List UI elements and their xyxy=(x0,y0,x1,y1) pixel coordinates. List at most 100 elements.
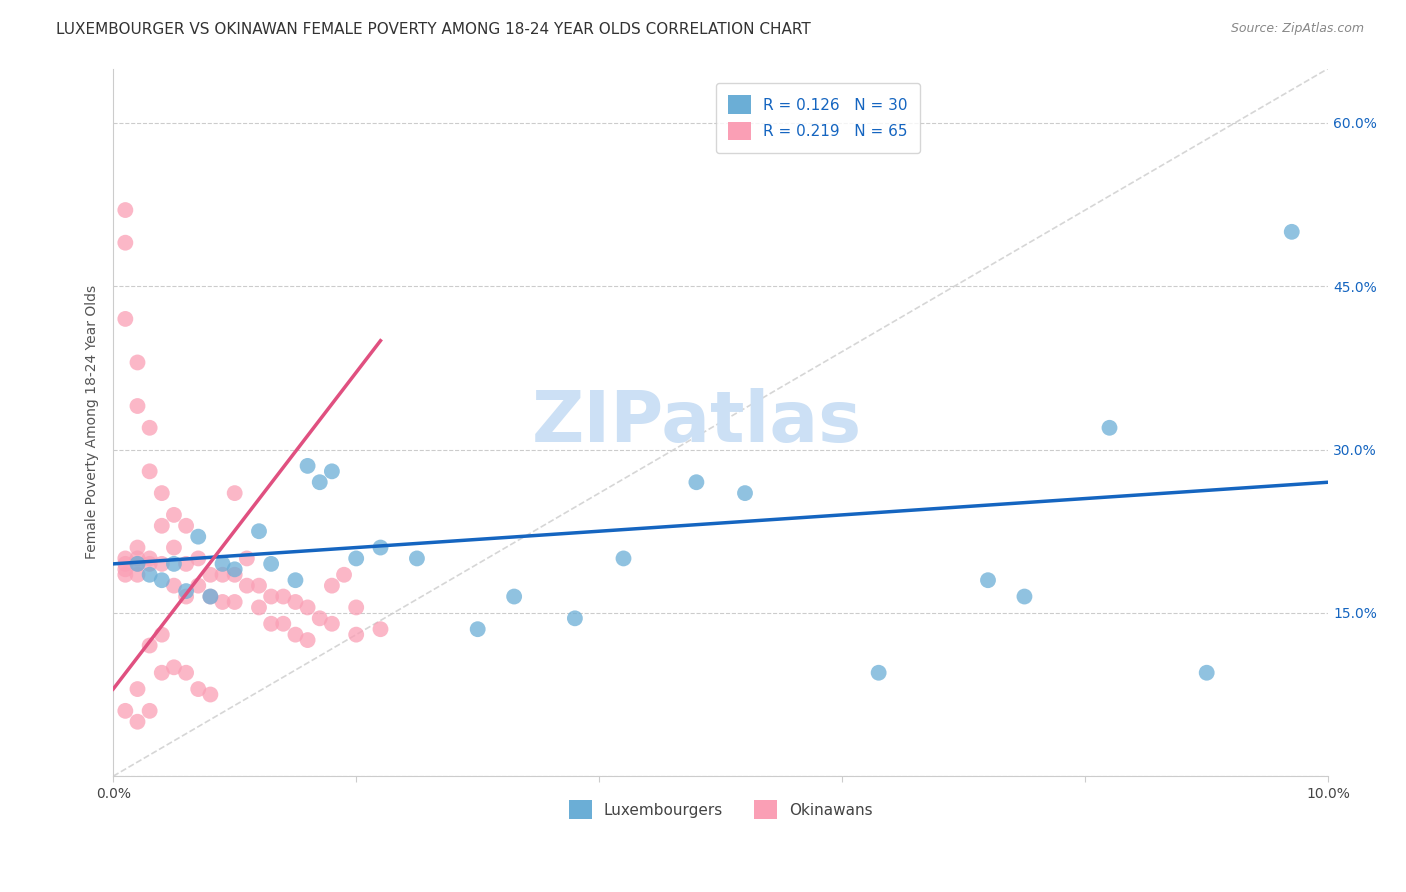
Point xyxy=(127,557,149,571)
Point xyxy=(163,579,186,593)
Point xyxy=(138,567,160,582)
Point xyxy=(685,475,707,490)
Point xyxy=(284,595,307,609)
Point xyxy=(297,633,319,648)
Point xyxy=(174,665,197,680)
Point xyxy=(308,611,330,625)
Point xyxy=(271,616,294,631)
Point xyxy=(138,551,160,566)
Point xyxy=(150,573,173,587)
Point xyxy=(503,590,526,604)
Point xyxy=(114,202,136,217)
Text: ZIPatlas: ZIPatlas xyxy=(531,388,862,457)
Point xyxy=(224,595,246,609)
Point xyxy=(297,458,319,473)
Point xyxy=(127,714,149,729)
Point xyxy=(114,562,136,576)
Point xyxy=(211,557,233,571)
Point xyxy=(211,595,233,609)
Point xyxy=(187,530,209,544)
Point xyxy=(297,600,319,615)
Point xyxy=(370,541,392,555)
Legend: Luxembourgers, Okinawans: Luxembourgers, Okinawans xyxy=(562,794,879,825)
Point xyxy=(321,464,343,478)
Point xyxy=(1014,590,1036,604)
Point xyxy=(127,541,149,555)
Text: LUXEMBOURGER VS OKINAWAN FEMALE POVERTY AMONG 18-24 YEAR OLDS CORRELATION CHART: LUXEMBOURGER VS OKINAWAN FEMALE POVERTY … xyxy=(56,22,811,37)
Point xyxy=(174,584,197,599)
Point xyxy=(174,590,197,604)
Point xyxy=(224,486,246,500)
Point xyxy=(977,573,1000,587)
Point xyxy=(150,557,173,571)
Point xyxy=(174,518,197,533)
Point xyxy=(344,627,367,641)
Point xyxy=(114,704,136,718)
Point xyxy=(333,567,356,582)
Point xyxy=(260,557,283,571)
Point xyxy=(138,464,160,478)
Point xyxy=(284,627,307,641)
Point xyxy=(114,567,136,582)
Point xyxy=(344,600,367,615)
Point xyxy=(344,551,367,566)
Point xyxy=(224,562,246,576)
Point xyxy=(247,524,270,539)
Point xyxy=(127,399,149,413)
Point xyxy=(163,508,186,522)
Point xyxy=(564,611,586,625)
Point xyxy=(247,579,270,593)
Point xyxy=(138,704,160,718)
Point xyxy=(127,567,149,582)
Point xyxy=(127,557,149,571)
Point xyxy=(236,579,259,593)
Point xyxy=(127,551,149,566)
Point xyxy=(308,475,330,490)
Point xyxy=(150,518,173,533)
Point xyxy=(868,665,890,680)
Point xyxy=(127,682,149,697)
Point xyxy=(370,622,392,636)
Point xyxy=(187,682,209,697)
Point xyxy=(467,622,489,636)
Point xyxy=(321,616,343,631)
Point xyxy=(406,551,429,566)
Point xyxy=(200,688,222,702)
Point xyxy=(612,551,634,566)
Point xyxy=(150,665,173,680)
Point xyxy=(224,567,246,582)
Point xyxy=(236,551,259,566)
Point xyxy=(187,551,209,566)
Point xyxy=(260,616,283,631)
Point xyxy=(174,557,197,571)
Point xyxy=(284,573,307,587)
Point xyxy=(150,627,173,641)
Point xyxy=(1281,225,1303,239)
Point xyxy=(211,567,233,582)
Point xyxy=(247,600,270,615)
Y-axis label: Female Poverty Among 18-24 Year Olds: Female Poverty Among 18-24 Year Olds xyxy=(86,285,100,559)
Point xyxy=(200,590,222,604)
Point xyxy=(163,557,186,571)
Point xyxy=(114,235,136,250)
Point xyxy=(114,551,136,566)
Point xyxy=(150,486,173,500)
Point xyxy=(114,557,136,571)
Point xyxy=(138,639,160,653)
Point xyxy=(163,660,186,674)
Point xyxy=(127,355,149,369)
Point xyxy=(734,486,756,500)
Point xyxy=(187,579,209,593)
Point xyxy=(138,421,160,435)
Point xyxy=(163,541,186,555)
Point xyxy=(1098,421,1121,435)
Point xyxy=(271,590,294,604)
Point xyxy=(1195,665,1218,680)
Text: Source: ZipAtlas.com: Source: ZipAtlas.com xyxy=(1230,22,1364,36)
Point xyxy=(260,590,283,604)
Point xyxy=(321,579,343,593)
Point xyxy=(114,312,136,326)
Point xyxy=(138,557,160,571)
Point xyxy=(200,567,222,582)
Point xyxy=(200,590,222,604)
